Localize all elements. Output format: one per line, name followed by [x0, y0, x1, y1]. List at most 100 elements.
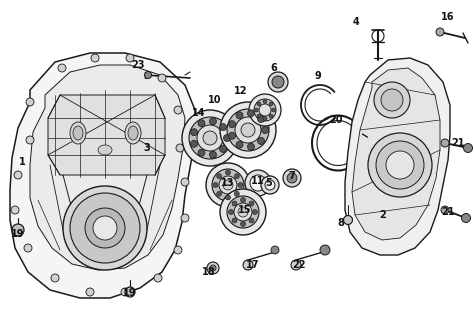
Circle shape: [217, 191, 222, 196]
Circle shape: [203, 131, 217, 145]
Circle shape: [12, 224, 24, 236]
Circle shape: [51, 274, 59, 282]
Circle shape: [249, 218, 254, 223]
Circle shape: [257, 102, 261, 106]
Circle shape: [26, 98, 34, 106]
Circle shape: [181, 178, 189, 186]
Circle shape: [253, 210, 257, 214]
Circle shape: [386, 151, 414, 179]
Circle shape: [190, 129, 198, 136]
Text: 2: 2: [380, 210, 386, 220]
Text: 14: 14: [192, 108, 206, 118]
Ellipse shape: [98, 145, 112, 155]
Ellipse shape: [125, 122, 141, 144]
Circle shape: [238, 207, 248, 217]
Circle shape: [343, 215, 352, 225]
Circle shape: [249, 94, 281, 126]
Circle shape: [291, 260, 301, 270]
Polygon shape: [48, 95, 165, 175]
Circle shape: [241, 123, 255, 137]
Text: 21: 21: [451, 138, 465, 148]
Ellipse shape: [70, 122, 86, 144]
Text: 4: 4: [352, 17, 360, 27]
Circle shape: [234, 174, 239, 179]
Circle shape: [125, 287, 135, 297]
Circle shape: [441, 139, 449, 147]
Text: 5: 5: [266, 178, 272, 188]
Text: 19: 19: [11, 229, 25, 239]
Circle shape: [212, 169, 244, 201]
Circle shape: [257, 116, 265, 123]
Text: 18: 18: [202, 267, 216, 277]
Circle shape: [263, 116, 267, 121]
Circle shape: [232, 201, 237, 206]
Circle shape: [209, 118, 217, 125]
Circle shape: [86, 288, 94, 296]
Text: 15: 15: [238, 205, 252, 215]
Circle shape: [374, 82, 410, 118]
Circle shape: [243, 260, 253, 270]
Text: 8: 8: [338, 218, 344, 228]
Circle shape: [91, 54, 99, 62]
Circle shape: [220, 102, 276, 158]
Circle shape: [144, 71, 152, 78]
Text: 22: 22: [292, 260, 306, 270]
Circle shape: [176, 144, 184, 152]
Circle shape: [63, 186, 147, 270]
Text: 11: 11: [251, 176, 265, 186]
Circle shape: [462, 213, 471, 222]
Circle shape: [376, 141, 424, 189]
Circle shape: [223, 180, 233, 190]
Polygon shape: [10, 53, 195, 298]
Circle shape: [238, 182, 243, 188]
Circle shape: [93, 216, 117, 240]
Circle shape: [254, 99, 276, 121]
Text: 17: 17: [246, 260, 260, 270]
Circle shape: [464, 143, 473, 153]
Circle shape: [257, 137, 265, 144]
Circle shape: [14, 171, 22, 179]
Circle shape: [269, 102, 273, 106]
Polygon shape: [30, 65, 185, 270]
Circle shape: [207, 262, 219, 274]
Circle shape: [247, 110, 255, 117]
Circle shape: [234, 191, 239, 196]
Circle shape: [198, 120, 205, 127]
Circle shape: [235, 117, 261, 143]
Circle shape: [265, 180, 275, 190]
Circle shape: [182, 110, 238, 166]
Circle shape: [262, 126, 268, 133]
Circle shape: [209, 151, 217, 158]
Polygon shape: [352, 68, 440, 240]
Circle shape: [58, 64, 66, 72]
Circle shape: [220, 189, 266, 235]
Text: 7: 7: [289, 171, 295, 181]
Circle shape: [198, 149, 205, 156]
Circle shape: [228, 121, 236, 128]
Text: 6: 6: [271, 63, 277, 73]
Circle shape: [210, 265, 216, 271]
Circle shape: [121, 288, 129, 296]
Ellipse shape: [73, 126, 83, 140]
Circle shape: [240, 221, 246, 227]
Circle shape: [227, 109, 269, 151]
Text: 10: 10: [208, 95, 222, 105]
Circle shape: [287, 173, 297, 183]
Text: 9: 9: [314, 71, 322, 81]
Circle shape: [174, 246, 182, 254]
Text: 21: 21: [441, 207, 455, 217]
Circle shape: [70, 193, 140, 263]
Circle shape: [126, 54, 134, 62]
Circle shape: [247, 143, 255, 150]
Circle shape: [189, 117, 231, 159]
Polygon shape: [345, 58, 450, 255]
Text: 1: 1: [19, 157, 25, 167]
Circle shape: [381, 89, 403, 111]
Circle shape: [219, 145, 227, 152]
Circle shape: [26, 136, 34, 144]
Circle shape: [224, 134, 230, 141]
Circle shape: [249, 201, 254, 206]
Circle shape: [269, 114, 273, 118]
Circle shape: [11, 206, 19, 214]
Circle shape: [236, 141, 243, 148]
